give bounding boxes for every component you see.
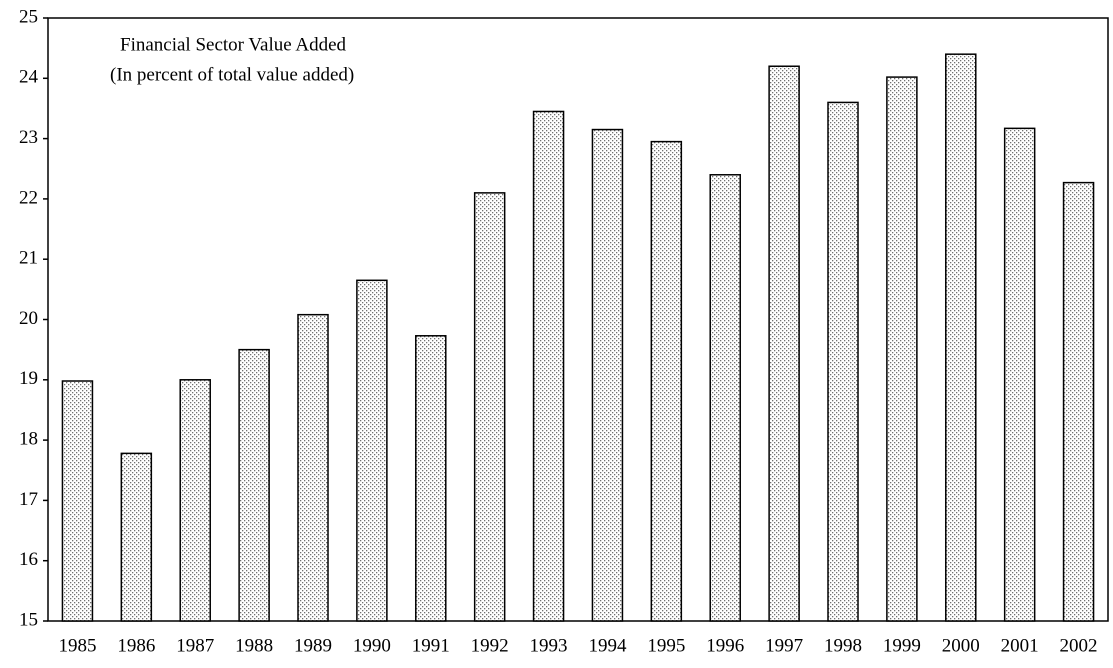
y-tick-label: 18 bbox=[19, 428, 38, 449]
y-tick-label: 24 bbox=[19, 67, 39, 88]
y-tick-label: 15 bbox=[19, 609, 38, 630]
y-tick-label: 21 bbox=[19, 248, 38, 269]
bar bbox=[179, 379, 211, 622]
x-tick-label: 2002 bbox=[1060, 635, 1098, 656]
bar bbox=[768, 65, 800, 622]
y-tick-label: 19 bbox=[19, 368, 38, 389]
x-tick-label: 1995 bbox=[647, 635, 685, 656]
bar bbox=[61, 380, 94, 622]
bar bbox=[1062, 181, 1095, 622]
y-tick-label: 17 bbox=[19, 489, 38, 510]
x-tick-label: 1990 bbox=[353, 635, 391, 656]
x-tick-label: 1997 bbox=[765, 635, 803, 656]
x-tick-label: 1985 bbox=[58, 635, 96, 656]
bar bbox=[709, 174, 741, 622]
x-tick-label: 1996 bbox=[706, 635, 744, 656]
y-tick-label: 22 bbox=[19, 187, 38, 208]
bar bbox=[120, 452, 153, 622]
x-tick-label: 1994 bbox=[588, 635, 627, 656]
x-tick-label: 1998 bbox=[824, 635, 862, 656]
x-tick-label: 1989 bbox=[294, 635, 332, 656]
bar bbox=[1003, 127, 1036, 622]
bar bbox=[827, 101, 859, 622]
y-tick-label: 23 bbox=[19, 127, 38, 148]
y-tick-label: 16 bbox=[19, 549, 38, 570]
x-tick-label: 1987 bbox=[176, 635, 214, 656]
x-tick-label: 1986 bbox=[117, 635, 155, 656]
y-tick-label: 20 bbox=[19, 308, 38, 329]
x-tick-label: 1988 bbox=[235, 635, 273, 656]
bar bbox=[650, 140, 683, 622]
x-tick-label: 2001 bbox=[1001, 635, 1039, 656]
x-tick-label: 2000 bbox=[942, 635, 980, 656]
x-tick-label: 1999 bbox=[883, 635, 921, 656]
bar bbox=[356, 279, 388, 622]
chart-subtitle: (In percent of total value added) bbox=[110, 64, 354, 85]
x-tick-label: 1993 bbox=[530, 635, 568, 656]
bar bbox=[945, 53, 977, 622]
bar bbox=[591, 128, 624, 622]
x-tick-label: 1991 bbox=[412, 635, 450, 656]
bar bbox=[886, 76, 918, 622]
bar bbox=[473, 192, 506, 622]
y-tick-label: 25 bbox=[19, 6, 38, 27]
bar bbox=[532, 110, 565, 622]
x-tick-label: 1992 bbox=[471, 635, 509, 656]
chart-title: Financial Sector Value Added bbox=[120, 34, 347, 55]
bar bbox=[297, 313, 329, 622]
bar bbox=[415, 335, 447, 622]
bar bbox=[238, 348, 270, 622]
